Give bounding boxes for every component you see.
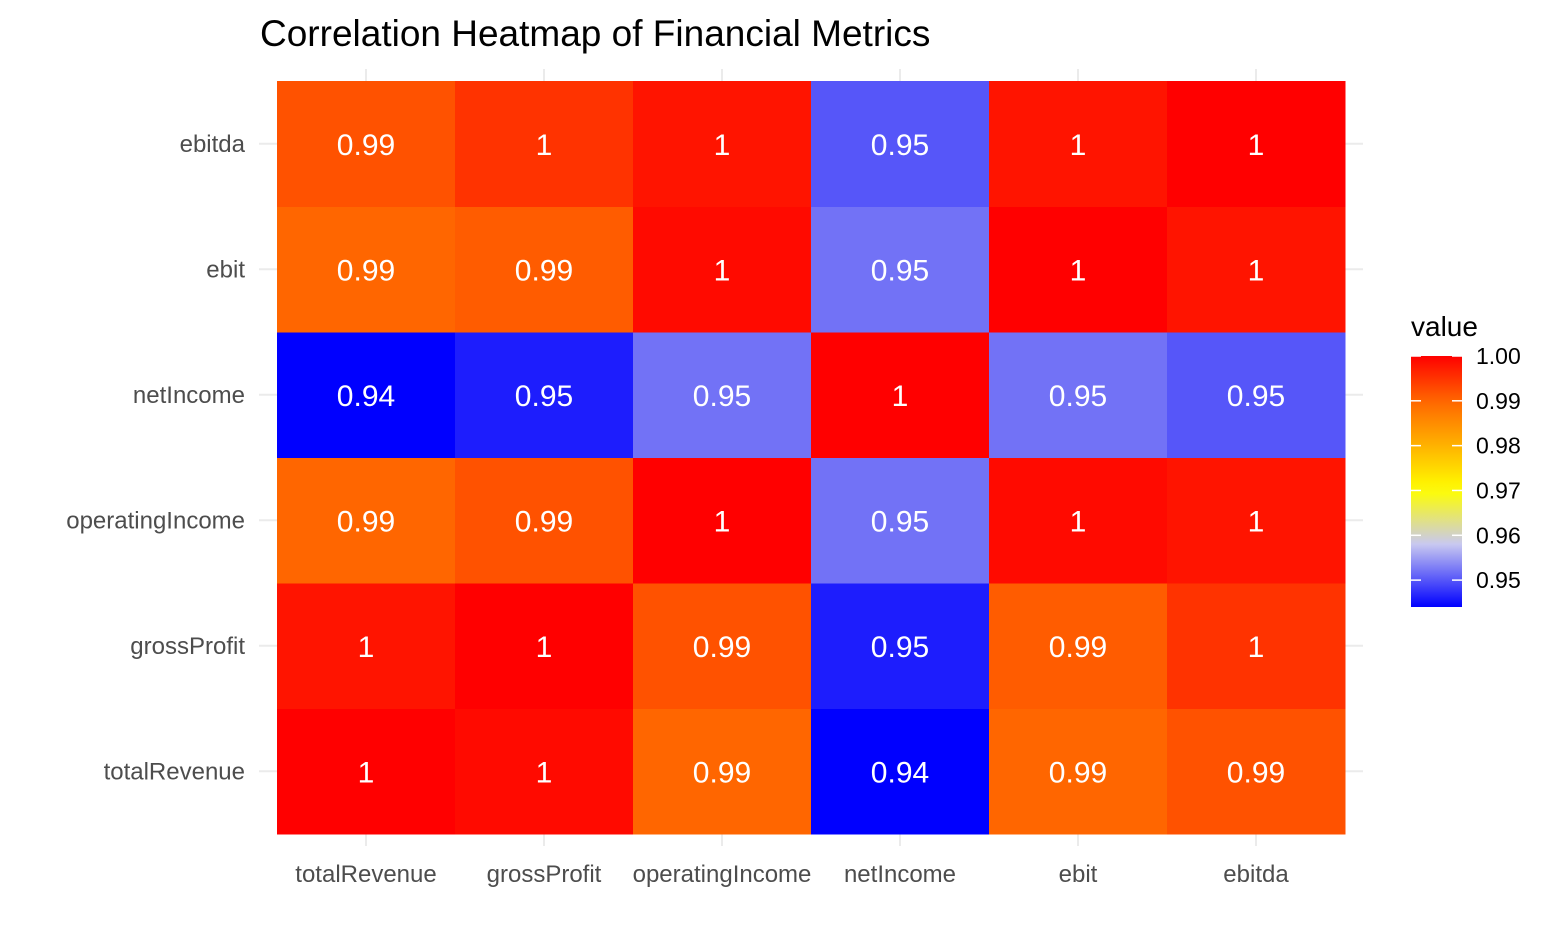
cell-value-label: 1 — [714, 129, 731, 162]
heatmap-cell-netIncome-totalRevenue — [277, 332, 456, 458]
cell-value-label: 0.99 — [1227, 756, 1285, 789]
legend-tick-label: 0.95 — [1476, 567, 1521, 593]
cell-value-label: 1 — [536, 129, 553, 162]
heatmap-cell-netIncome-ebitda — [1167, 332, 1346, 458]
x-axis-tick-labels: totalRevenue grossProfit operatingIncome ne… — [295, 861, 1289, 888]
heatmap-cell-operatingIncome-ebit — [989, 457, 1168, 584]
x-tick-label-operatingIncome: operatingIncome — [633, 861, 812, 888]
heatmap-cell-labels: 1 1 0.99 0.94 0.99 0.99 1 1 0.99 0.95 0.99 1 0.99 0.9… — [337, 129, 1285, 790]
cell-value-label: 0.95 — [693, 380, 751, 413]
heatmap-cell-totalRevenue-grossProfit — [455, 708, 634, 835]
x-tick-label-totalRevenue: totalRevenue — [295, 861, 436, 888]
cell-value-label: 1 — [1248, 129, 1265, 162]
heatmap-cell-totalRevenue-ebit — [989, 708, 1168, 835]
heatmap-cells — [277, 81, 1346, 835]
cell-value-label: 0.99 — [337, 254, 395, 287]
cell-value-label: 0.95 — [1227, 380, 1285, 413]
cell-value-label: 1 — [714, 505, 731, 538]
heatmap-cell-netIncome-ebit — [989, 332, 1168, 458]
heatmap-cell-grossProfit-totalRevenue — [277, 583, 456, 709]
x-tick-label-ebitda: ebitda — [1223, 861, 1289, 888]
heatmap-cell-ebit-netIncome — [811, 206, 990, 333]
heatmap-cell-totalRevenue-operatingIncome — [633, 708, 812, 835]
cell-value-label: 0.99 — [693, 756, 751, 789]
cell-value-label: 0.95 — [871, 505, 929, 538]
cell-value-label: 0.95 — [871, 129, 929, 162]
y-axis-tick-labels: totalRevenue grossProfit operatingIncome ne… — [66, 131, 245, 786]
legend-tick-label: 0.99 — [1476, 388, 1521, 414]
heatmap-cell-totalRevenue-ebitda — [1167, 708, 1346, 835]
cell-value-label: 0.95 — [515, 380, 573, 413]
color-legend: value 1.00 0.99 0.98 0.97 0.96 0.95 — [1411, 311, 1521, 607]
legend-tick-label: 0.96 — [1476, 522, 1521, 548]
cell-value-label: 1 — [714, 254, 731, 287]
x-tick-label-grossProfit: grossProfit — [487, 861, 602, 888]
legend-tick-label: 0.98 — [1476, 433, 1521, 459]
heatmap-cell-grossProfit-ebitda — [1167, 583, 1346, 709]
legend-colorbar — [1411, 356, 1462, 607]
heatmap-cell-operatingIncome-ebitda — [1167, 457, 1346, 584]
cell-value-label: 0.94 — [337, 380, 395, 413]
heatmap-cell-operatingIncome-operatingIncome — [633, 457, 812, 584]
cell-value-label: 0.99 — [1049, 631, 1107, 664]
cell-value-label: 0.95 — [871, 254, 929, 287]
legend-title: value — [1411, 311, 1478, 342]
cell-value-label: 0.99 — [337, 129, 395, 162]
y-tick-label-ebit: ebit — [206, 256, 245, 283]
heatmap-cell-ebitda-totalRevenue — [277, 81, 456, 207]
heatmap-cell-grossProfit-operatingIncome — [633, 583, 812, 709]
heatmap-cell-ebitda-operatingIncome — [633, 81, 812, 207]
cell-value-label: 1 — [1248, 254, 1265, 287]
cell-value-label: 0.99 — [515, 254, 573, 287]
x-tick-label-ebit: ebit — [1059, 861, 1098, 888]
chart-title: Correlation Heatmap of Financial Metrics — [260, 13, 930, 54]
y-tick-label-operatingIncome: operatingIncome — [66, 507, 245, 534]
legend-tick-label: 1.00 — [1476, 343, 1521, 369]
cell-value-label: 0.99 — [693, 631, 751, 664]
cell-value-label: 1 — [536, 631, 553, 664]
y-tick-label-ebitda: ebitda — [180, 131, 246, 158]
heatmap-cell-grossProfit-netIncome — [811, 583, 990, 709]
heatmap-cell-operatingIncome-totalRevenue — [277, 457, 456, 584]
cell-value-label: 1 — [1070, 505, 1087, 538]
heatmap-cell-netIncome-operatingIncome — [633, 332, 812, 458]
heatmap-cell-ebit-totalRevenue — [277, 206, 456, 333]
cell-value-label: 0.95 — [1049, 380, 1107, 413]
heatmap-cell-ebit-grossProfit — [455, 206, 634, 333]
cell-value-label: 1 — [1070, 254, 1087, 287]
heatmap-cell-ebitda-ebitda — [1167, 81, 1346, 207]
heatmap-cell-ebitda-grossProfit — [455, 81, 634, 207]
heatmap-cell-operatingIncome-grossProfit — [455, 457, 634, 584]
cell-value-label: 0.99 — [1049, 756, 1107, 789]
heatmap-cell-ebitda-netIncome — [811, 81, 990, 207]
cell-value-label: 1 — [358, 631, 375, 664]
cell-value-label: 0.94 — [871, 756, 929, 789]
heatmap-cell-ebitda-ebit — [989, 81, 1168, 207]
cell-value-label: 1 — [1070, 129, 1087, 162]
y-tick-label-grossProfit: grossProfit — [130, 633, 245, 660]
heatmap-cell-netIncome-grossProfit — [455, 332, 634, 458]
heatmap-cell-operatingIncome-netIncome — [811, 457, 990, 584]
cell-value-label: 0.95 — [871, 631, 929, 664]
x-tick-label-netIncome: netIncome — [844, 861, 956, 888]
y-tick-label-netIncome: netIncome — [133, 382, 245, 409]
heatmap-cell-grossProfit-ebit — [989, 583, 1168, 709]
legend-tick-label: 0.97 — [1476, 477, 1521, 503]
heatmap-cell-netIncome-netIncome — [811, 332, 990, 458]
cell-value-label: 1 — [536, 756, 553, 789]
cell-value-label: 0.99 — [337, 505, 395, 538]
heatmap-cell-totalRevenue-totalRevenue — [277, 708, 456, 835]
cell-value-label: 1 — [1248, 631, 1265, 664]
y-tick-label-totalRevenue: totalRevenue — [104, 758, 245, 785]
heatmap-cell-ebit-ebitda — [1167, 206, 1346, 333]
cell-value-label: 1 — [892, 380, 909, 413]
cell-value-label: 1 — [1248, 505, 1265, 538]
cell-value-label: 1 — [358, 756, 375, 789]
heatmap-cell-ebit-operatingIncome — [633, 206, 812, 333]
heatmap-cell-ebit-ebit — [989, 206, 1168, 333]
heatmap-cell-grossProfit-grossProfit — [455, 583, 634, 709]
heatmap-cell-totalRevenue-netIncome — [811, 708, 990, 835]
cell-value-label: 0.99 — [515, 505, 573, 538]
